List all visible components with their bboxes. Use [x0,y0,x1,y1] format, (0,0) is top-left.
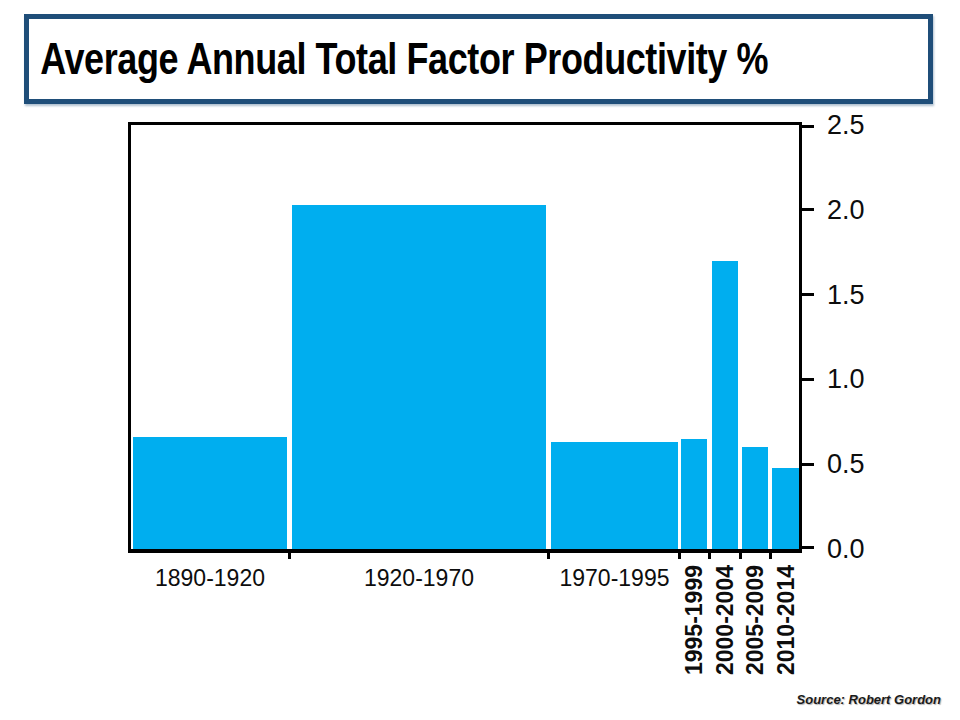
y-axis-label-0.0: 0.0 [827,534,865,565]
x-axis-label-2005-2009: 2005-2009 [742,565,769,675]
bar-1970-1995 [551,442,678,549]
y-axis-tick [802,208,814,211]
y-axis-tick [802,463,814,466]
x-axis-tick [288,553,291,559]
x-axis-tick [708,553,711,559]
chart-title-box: Average Annual Total Factor Productivity… [24,14,933,104]
y-axis-label-1.5: 1.5 [827,279,865,310]
bar-2010-2014 [772,468,799,549]
y-axis-label-2.5: 2.5 [827,110,865,141]
bar-2005-2009 [742,447,768,549]
y-axis-label-0.5: 0.5 [827,449,865,480]
source-note: Source: Robert Gordon [797,692,941,707]
y-axis-tick [802,378,814,381]
x-axis-label-1970-1995: 1970-1995 [560,565,670,592]
x-axis-label-1995-1999: 1995-1999 [681,565,708,675]
x-axis-tick [739,553,742,559]
x-axis-label-1890-1920: 1890-1920 [155,565,265,592]
x-axis-label-2010-2014: 2010-2014 [772,565,799,675]
chart-title: Average Annual Total Factor Productivity… [29,33,768,85]
x-axis-tick [769,553,772,559]
y-axis-label-2.0: 2.0 [827,194,865,225]
slide: Average Annual Total Factor Productivity… [0,0,960,720]
bar-2000-2004 [712,261,738,549]
plot-area: 0.00.51.01.52.02.5 1890-19201920-1970197… [131,125,799,549]
x-axis-label-2000-2004: 2000-2004 [712,565,739,675]
y-axis-tick [802,546,814,549]
y-axis-label-1.0: 1.0 [827,364,865,395]
bar-1995-1999 [681,439,707,549]
bar-1920-1970 [292,205,546,549]
y-axis-tick [802,293,814,296]
x-axis-label-1920-1970: 1920-1970 [364,565,474,592]
y-axis-tick [802,125,814,128]
x-axis-tick [678,553,681,559]
x-axis-tick [547,553,550,559]
bar-1890-1920 [133,437,287,549]
